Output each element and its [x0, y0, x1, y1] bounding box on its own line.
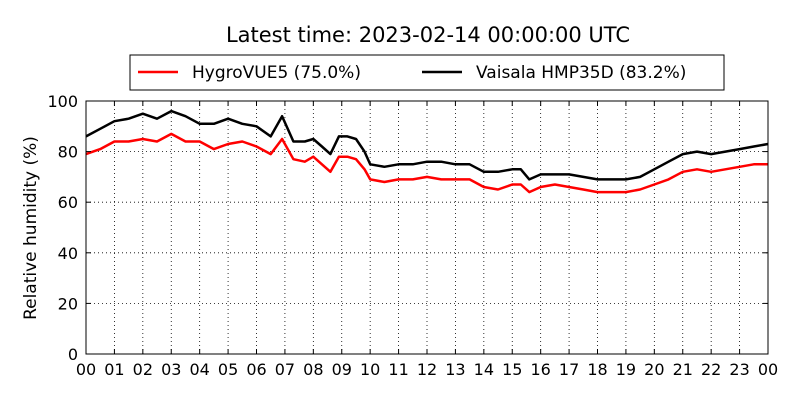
x-tick-label: 00 [758, 360, 778, 379]
x-tick-label: 06 [246, 360, 266, 379]
x-tick-label: 22 [701, 360, 721, 379]
y-tick-label: 80 [58, 143, 78, 162]
grid [86, 101, 768, 354]
x-tick-label: 01 [104, 360, 124, 379]
x-tick-label: 09 [332, 360, 352, 379]
x-tick-label: 03 [161, 360, 181, 379]
y-tick-label: 40 [58, 244, 78, 263]
x-tick-label: 16 [530, 360, 550, 379]
x-tick-label: 23 [729, 360, 749, 379]
x-tick-label: 14 [474, 360, 494, 379]
x-tick-label: 04 [189, 360, 209, 379]
y-tick-label: 0 [68, 345, 78, 364]
x-tick-label: 02 [133, 360, 153, 379]
x-tick-label: 10 [360, 360, 380, 379]
legend-label-vaisala: Vaisala HMP35D (83.2%) [476, 63, 686, 83]
y-tick-label: 100 [47, 92, 78, 111]
x-tick-label: 05 [218, 360, 238, 379]
series-layer [85, 109, 769, 194]
y-axis-label: Relative humidity (%) [21, 136, 41, 320]
series-line-vaisala [85, 109, 769, 181]
y-tick-label: 20 [58, 294, 78, 313]
legend-label-hygrovue5: HygroVUE5 (75.0%) [192, 63, 361, 83]
x-tick-label: 17 [559, 360, 579, 379]
y-tick-label: 60 [58, 193, 78, 212]
legend: HygroVUE5 (75.0%) Vaisala HMP35D (83.2%) [129, 54, 725, 91]
x-tick-labels: 00 01 02 03 04 05 06 07 08 09 10 11 12 13 14 15 16 17 18 19… [76, 360, 778, 379]
x-tick-label: 21 [673, 360, 693, 379]
x-tick-label: 15 [502, 360, 522, 379]
x-tick-label: 13 [445, 360, 465, 379]
x-tick-label: 08 [303, 360, 323, 379]
x-tick-label: 20 [644, 360, 664, 379]
x-tick-label: 19 [616, 360, 636, 379]
x-tick-label: 11 [388, 360, 408, 379]
plot-frame [85, 100, 769, 355]
x-tick-label: 00 [76, 360, 96, 379]
series-line-hygrovue5 [85, 132, 768, 194]
chart-title: Latest time: 2023-02-14 00:00:00 UTC [226, 23, 630, 47]
x-tick-label: 07 [275, 360, 295, 379]
x-tick-label: 18 [587, 360, 607, 379]
ticks [85, 100, 769, 355]
x-tick-label: 12 [417, 360, 437, 379]
y-tick-labels: 0 20 40 60 80 100 [47, 92, 78, 364]
